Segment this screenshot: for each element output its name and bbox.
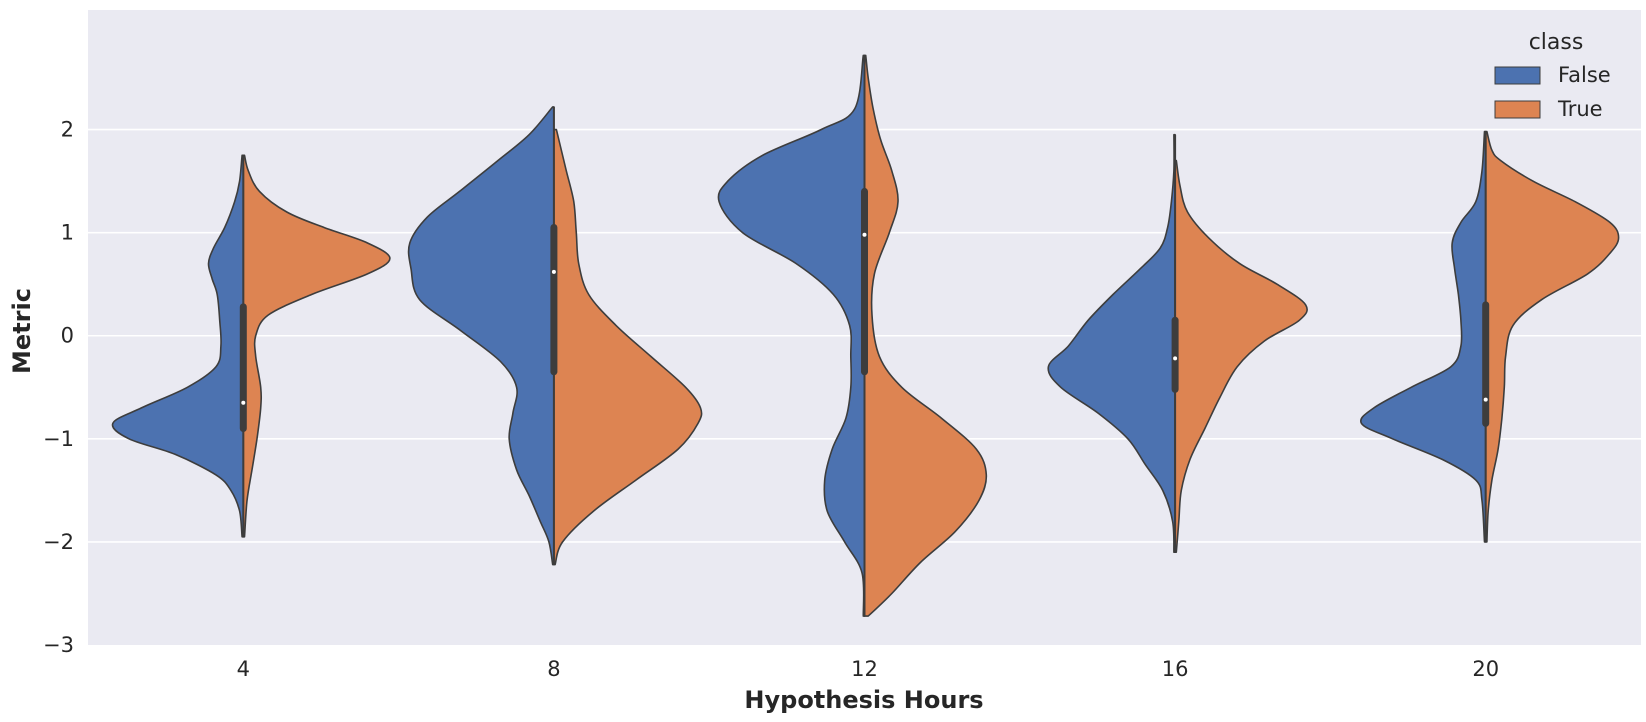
legend-entries: False True [1494, 63, 1611, 121]
median-point [551, 269, 556, 274]
y-tick-label: −3 [43, 633, 74, 657]
median-point [1483, 397, 1488, 402]
violin-half-true [1174, 159, 1308, 553]
median-point [1173, 356, 1178, 361]
x-tick-label: 20 [1472, 657, 1499, 681]
y-tick-label: −2 [43, 530, 74, 554]
x-tick-label: 4 [237, 657, 250, 681]
violin-half-false [1047, 133, 1176, 553]
violin-group [1360, 130, 1620, 543]
legend-swatch [1494, 100, 1541, 119]
legend-title: class [1529, 30, 1584, 55]
median-point [241, 400, 246, 405]
x-axis-title: Hypothesis Hours [744, 686, 983, 714]
violin-half-true [553, 128, 703, 566]
legend-label: False [1558, 63, 1611, 87]
y-axis-title: Metric [8, 288, 36, 374]
y-tick-label: 1 [61, 221, 74, 245]
violin-half-false [111, 154, 245, 538]
violin-group [111, 154, 391, 538]
violin-half-false [407, 106, 555, 566]
x-tick-label: 16 [1162, 657, 1189, 681]
y-tick-labels: −3 −2 −1 0 1 2 [43, 118, 74, 657]
violin-half-false [717, 54, 866, 617]
violin-group [717, 54, 988, 617]
violin-half-false [1360, 130, 1487, 543]
legend-swatch [1494, 66, 1541, 85]
median-point [862, 232, 867, 237]
violin-half-true [1484, 130, 1620, 543]
violin-half-true [242, 154, 391, 538]
x-tick-labels: 4 8 12 16 20 [237, 657, 1499, 681]
y-tick-label: 0 [61, 324, 74, 348]
violin-group [407, 106, 703, 566]
legend: class False True [1494, 30, 1611, 121]
x-tick-label: 12 [851, 657, 878, 681]
y-tick-label: 2 [61, 118, 74, 142]
violins [111, 54, 1620, 617]
y-tick-label: −1 [43, 427, 74, 451]
legend-label: True [1557, 97, 1603, 121]
violin-group [1047, 133, 1308, 553]
violin-half-true [863, 54, 988, 617]
x-tick-label: 8 [547, 657, 560, 681]
